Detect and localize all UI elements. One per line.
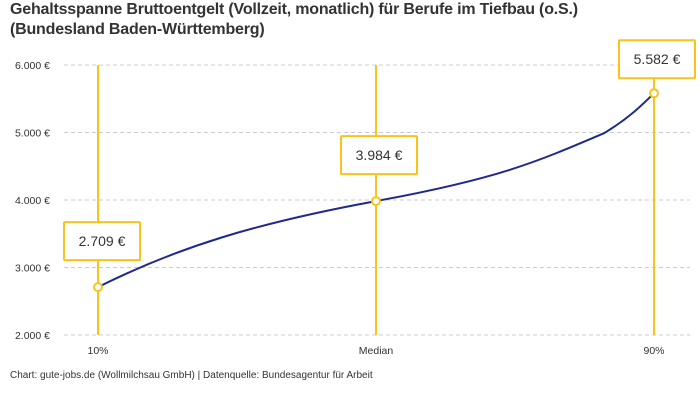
x-tick-label: 90% (643, 345, 664, 357)
data-point (93, 282, 103, 293)
data-label: 5.582 € (634, 51, 681, 67)
y-tick-label: 6.000 € (15, 60, 50, 72)
data-label-box (340, 135, 418, 176)
data-label: 3.984 € (356, 147, 403, 163)
y-tick-label: 3.000 € (15, 263, 50, 275)
x-tick-label: Median (359, 345, 394, 357)
chart-title-line2: (Bundesland Baden-Württemberg) (10, 21, 265, 38)
y-tick-label: 5.000 € (15, 128, 50, 140)
data-label: 2.709 € (79, 233, 126, 249)
salary-curve (97, 92, 655, 289)
y-tick-label: 4.000 € (15, 195, 50, 207)
data-point (371, 196, 381, 207)
data-label-box (63, 221, 141, 262)
y-tick-label: 2.000 € (15, 330, 50, 342)
chart-title-line1: Gehaltsspanne Bruttoentgelt (Vollzeit, m… (10, 1, 578, 18)
data-label-box (618, 39, 696, 80)
x-tick-label: 10% (87, 345, 108, 357)
chart-title: Gehaltsspanne Bruttoentgelt (Vollzeit, m… (10, 0, 578, 40)
chart-source: Chart: gute-jobs.de (Wollmilchsau GmbH) … (10, 370, 373, 381)
data-point (649, 88, 659, 99)
